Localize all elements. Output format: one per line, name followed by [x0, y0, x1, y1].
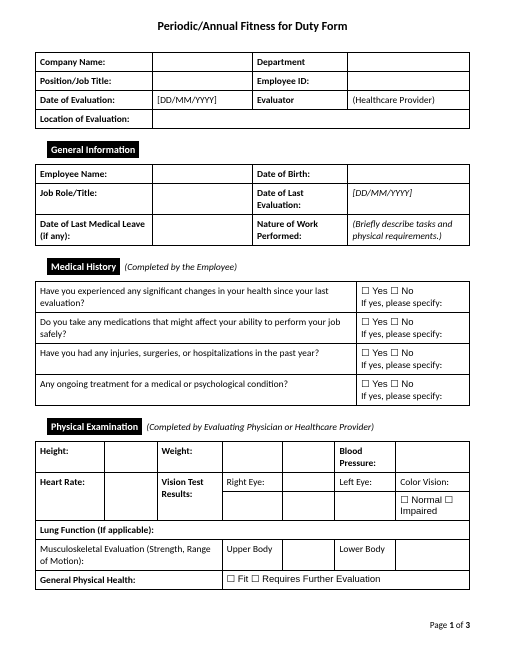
- position-value[interactable]: [153, 72, 253, 91]
- physical-exam-header: Physical Examination: [47, 418, 142, 435]
- medical-history-table: Have you experienced any significant cha…: [35, 281, 470, 406]
- medical-leave-value[interactable]: [153, 215, 253, 246]
- employee-id-label: Employee ID:: [252, 72, 347, 91]
- vision-row2-c3[interactable]: [335, 492, 396, 521]
- mh-q2: Do you take any medications that might a…: [36, 313, 357, 344]
- bp-value[interactable]: [396, 442, 470, 473]
- job-role-value[interactable]: [153, 184, 253, 215]
- mh-q1: Have you experienced any significant cha…: [36, 282, 357, 313]
- color-vision-label: Color Vision:: [396, 473, 470, 492]
- medical-history-note: (Completed by the Employee): [124, 261, 237, 273]
- mh-q2-answer[interactable]: ☐ Yes ☐ No If yes, please specify:: [357, 313, 470, 344]
- general-health-label: General Physical Health:: [36, 571, 223, 590]
- right-eye-label: Right Eye:: [222, 473, 283, 492]
- general-info-header: General Information: [47, 141, 139, 158]
- general-health-value[interactable]: ☐ Fit ☐ Requires Further Evaluation: [222, 571, 469, 590]
- physical-exam-table: Height: Weight: Blood Pressure: Heart Ra…: [35, 441, 470, 590]
- mh-q3: Have you had any injuries, surgeries, or…: [36, 344, 357, 375]
- company-name-label: Company Name:: [36, 53, 153, 72]
- job-role-label: Job Role/Title:: [36, 184, 153, 215]
- right-eye-value[interactable]: [283, 473, 335, 492]
- location-value[interactable]: [153, 110, 470, 129]
- nature-work-value[interactable]: (Briefly describe tasks and physical req…: [348, 215, 470, 246]
- mh-q3-answer[interactable]: ☐ Yes ☐ No If yes, please specify:: [357, 344, 470, 375]
- nature-work-label: Nature of Work Performed:: [252, 215, 347, 246]
- lower-body-label: Lower Body: [335, 540, 396, 571]
- general-info-table: Employee Name: Date of Birth: Job Role/T…: [35, 164, 470, 246]
- date-eval-value[interactable]: [DD/MM/YYYY]: [153, 91, 253, 110]
- vision-label: Vision Test Results:: [157, 473, 222, 521]
- height-value[interactable]: [105, 442, 157, 473]
- upper-body-label: Upper Body: [222, 540, 283, 571]
- department-label: Department: [252, 53, 347, 72]
- medical-history-header: Medical History: [47, 258, 120, 275]
- dob-value[interactable]: [348, 165, 470, 184]
- form-title: Periodic/Annual Fitness for Duty Form: [35, 20, 470, 34]
- height-label: Height:: [36, 442, 105, 473]
- physical-exam-note: (Completed by Evaluating Physician or He…: [146, 421, 374, 433]
- mh-q1-answer[interactable]: ☐ Yes ☐ No If yes, please specify:: [357, 282, 470, 313]
- upper-body-value[interactable]: [283, 540, 335, 571]
- dob-label: Date of Birth:: [252, 165, 347, 184]
- department-value[interactable]: [348, 53, 470, 72]
- company-name-value[interactable]: [153, 53, 253, 72]
- employee-id-value[interactable]: [348, 72, 470, 91]
- last-eval-value[interactable]: [DD/MM/YYYY]: [348, 184, 470, 215]
- mh-q4-answer[interactable]: ☐ Yes ☐ No If yes, please specify:: [357, 375, 470, 406]
- location-label: Location of Evaluation:: [36, 110, 153, 129]
- bp-spacer: [283, 442, 335, 473]
- normal-impaired[interactable]: ☐ Normal ☐ Impaired: [396, 492, 470, 521]
- last-eval-label: Date of Last Evaluation:: [252, 184, 347, 215]
- lung-label: Lung Function (If applicable):: [36, 521, 470, 540]
- musculo-label: Musculoskeletal Evaluation (Strength, Ra…: [36, 540, 223, 571]
- mh-q4: Any ongoing treatment for a medical or p…: [36, 375, 357, 406]
- heart-rate-label: Heart Rate:: [36, 473, 105, 521]
- page-footer: Page 1 of 3: [35, 620, 470, 631]
- vision-row2-c2[interactable]: [283, 492, 335, 521]
- evaluator-label: Evaluator: [252, 91, 347, 110]
- weight-label: Weight:: [157, 442, 222, 473]
- evaluator-value[interactable]: (Healthcare Provider): [348, 91, 470, 110]
- header-table: Company Name: Department Position/Job Ti…: [35, 52, 470, 129]
- heart-rate-value[interactable]: [105, 473, 157, 521]
- position-label: Position/Job Title:: [36, 72, 153, 91]
- bp-label: Blood Pressure:: [335, 442, 396, 473]
- lower-body-value[interactable]: [396, 540, 470, 571]
- date-eval-label: Date of Evaluation:: [36, 91, 153, 110]
- vision-row2-c1[interactable]: [222, 492, 283, 521]
- employee-name-label: Employee Name:: [36, 165, 153, 184]
- left-eye-label: Left Eye:: [335, 473, 396, 492]
- medical-leave-label: Date of Last Medical Leave (if any):: [36, 215, 153, 246]
- weight-value[interactable]: [222, 442, 283, 473]
- employee-name-value[interactable]: [153, 165, 253, 184]
